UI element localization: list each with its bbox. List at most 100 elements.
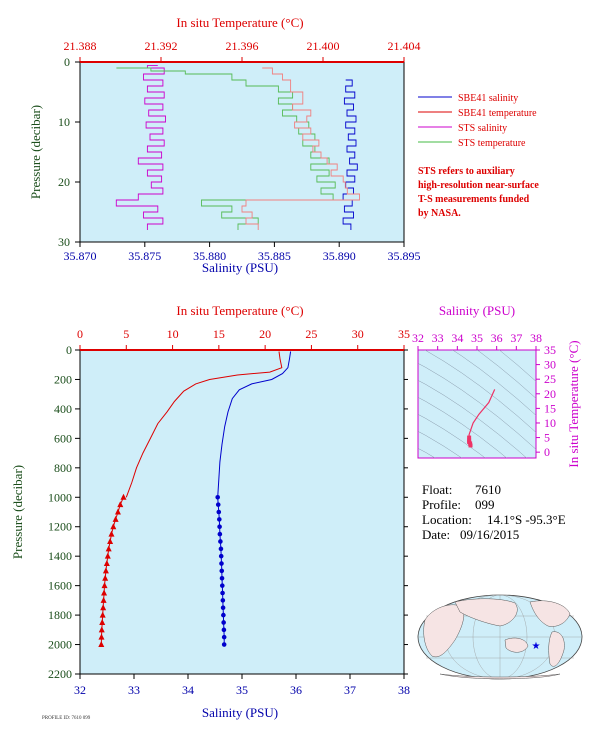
top-series-sts-salinity <box>115 65 166 230</box>
land-south-america <box>548 631 565 667</box>
ts-diagram-series <box>467 389 496 448</box>
bottom-temperature-marker <box>100 596 107 603</box>
bottom-pressure-tick-label: 0 <box>66 343 72 357</box>
bottom-salinity-tick-label: 36 <box>290 683 302 697</box>
bottom-pressure-tick-label: 1400 <box>48 549 72 563</box>
bottom-temperature-marker <box>112 515 119 522</box>
legend-label-sbe41-salinity: SBE41 salinity <box>458 93 518 104</box>
ts-temperature-tick-label: 5 <box>544 431 550 445</box>
bottom-salinity-tick-label: 32 <box>74 683 86 697</box>
land-africa-eurasia-west <box>423 604 465 658</box>
bottom-temperature-marker <box>102 567 109 574</box>
top-pressure-tick-label: 20 <box>58 175 70 189</box>
bottom-temperature-marker <box>120 493 127 500</box>
bottom-salinity-marker <box>221 642 227 647</box>
ts-contour <box>418 362 536 450</box>
top-chart-salinity-label: Salinity (PSU) <box>202 260 278 275</box>
ts-diagram: Salinity (PSU) In situ Temperature (°C) … <box>412 303 581 468</box>
bottom-temperature-tick-label: 0 <box>77 327 83 341</box>
ts-salinity-tick-label: 32 <box>412 331 424 345</box>
ts-contour <box>424 350 536 433</box>
top-temperature-tick-label: 21.392 <box>145 39 178 53</box>
ts-diagram-temperature-label: In situ Temperature (°C) <box>566 340 581 467</box>
bottom-series-temperature <box>125 351 283 498</box>
ts-contour <box>418 447 436 458</box>
float-location-marker: ★ <box>532 641 541 652</box>
ts-density-contours <box>418 350 536 458</box>
top-temperature-tick-label: 21.404 <box>388 39 421 53</box>
top-chart-plot-area <box>79 61 405 243</box>
bottom-temperature-tick-label: 15 <box>213 327 225 341</box>
bottom-temperature-marker <box>100 604 107 611</box>
ts-salinity-tick-label: 36 <box>491 331 503 345</box>
bottom-temperature-tick-label: 10 <box>167 327 179 341</box>
top-series-sbe41-salinity <box>342 79 358 230</box>
bottom-salinity-tick-label: 35 <box>236 683 248 697</box>
bottom-temperature-marker <box>101 582 108 589</box>
ts-contour <box>452 350 536 416</box>
top-chart-series <box>115 65 360 230</box>
bottom-salinity-marker <box>220 590 225 596</box>
bottom-temperature-marker <box>117 501 124 508</box>
ts-diagram-plot-area <box>417 349 537 459</box>
bottom-salinity-marker <box>218 546 224 552</box>
top-pressure-tick-label: 10 <box>58 115 70 129</box>
ts-salinity-tick-label: 33 <box>432 331 444 345</box>
date-label: Date: <box>422 527 450 542</box>
sts-note-line-2: high-resolution near-surface <box>418 180 539 191</box>
ts-deep-marker <box>468 441 473 446</box>
ts-deep-marker <box>468 443 473 448</box>
location-label: Location: <box>422 512 472 527</box>
bottom-temperature-marker <box>105 545 112 552</box>
land-eurasia <box>454 598 518 627</box>
bottom-salinity-marker <box>216 509 222 515</box>
float-info: Float: 7610 Profile: 099 Location: 14.1°… <box>422 482 566 542</box>
bottom-temperature-marker <box>103 560 110 567</box>
bottom-chart-temperature-title: In situ Temperature (°C) <box>176 303 303 318</box>
bottom-chart-pressure-label: Pressure (decibar) <box>10 465 25 559</box>
bottom-pressure-tick-label: 800 <box>54 461 72 475</box>
top-series-sbe41-temperature <box>241 67 360 230</box>
bottom-salinity-marker <box>219 568 225 574</box>
top-pressure-tick-label: 0 <box>64 55 70 69</box>
bottom-salinity-marker <box>217 531 223 537</box>
bottom-chart-salinity-label: Salinity (PSU) <box>202 705 278 720</box>
bottom-series-salinity <box>217 351 292 498</box>
top-pressure-tick-label: 30 <box>58 235 70 249</box>
ts-salinity-tick-label: 38 <box>530 331 542 345</box>
ts-contour <box>476 350 536 399</box>
bottom-salinity-marker <box>215 502 221 507</box>
bottom-pressure-tick-label: 1000 <box>48 490 72 504</box>
top-temperature-tick-label: 21.388 <box>64 39 97 53</box>
bottom-temperature-marker <box>98 626 105 633</box>
bottom-salinity-marker <box>217 517 222 522</box>
bottom-temperature-marker <box>99 618 106 625</box>
bottom-chart-axes: 32 33 34 35 36 37 38 0 5 10 15 20 25 30 35 0 200 400 600 80… <box>48 327 410 697</box>
ts-salinity-tick-label: 37 <box>510 331 522 345</box>
bottom-salinity-marker <box>215 494 220 500</box>
top-salinity-tick-label: 35.875 <box>128 249 161 263</box>
bottom-pressure-tick-label: 400 <box>54 402 72 416</box>
bottom-salinity-marker <box>218 539 223 544</box>
ts-temperature-tick-label: 0 <box>544 445 550 459</box>
bottom-salinity-marker <box>218 553 224 559</box>
bottom-temperature-marker <box>114 508 121 515</box>
bottom-chart-plot-area <box>79 349 405 675</box>
bottom-pressure-tick-label: 1200 <box>48 520 72 534</box>
top-salinity-tick-label: 35.870 <box>64 249 97 263</box>
bottom-pressure-tick-label: 200 <box>54 372 72 386</box>
bottom-salinity-marker <box>219 561 224 566</box>
bottom-chart-series <box>98 351 292 648</box>
bottom-temperature-marker <box>108 530 115 537</box>
land-north-america <box>529 600 571 627</box>
top-temperature-tick-label: 21.400 <box>307 39 340 53</box>
land-australia <box>504 637 529 653</box>
bottom-temperature-marker <box>99 611 106 618</box>
bottom-salinity-tick-label: 33 <box>128 683 140 697</box>
bottom-salinity-marker <box>221 627 227 633</box>
profile-label: Profile: <box>422 497 461 512</box>
bottom-salinity-marker <box>220 598 226 603</box>
bottom-salinity-marker <box>219 575 225 581</box>
